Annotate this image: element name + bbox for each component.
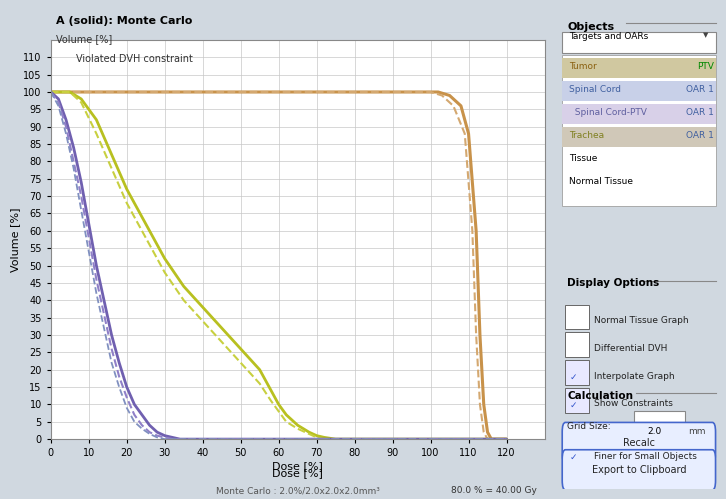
Text: Volume [%]: Volume [%] [56, 34, 112, 44]
FancyBboxPatch shape [562, 127, 716, 148]
Text: Recalc: Recalc [623, 438, 655, 448]
FancyBboxPatch shape [634, 411, 685, 439]
Text: Objects: Objects [567, 22, 614, 32]
Text: Violated DVH constraint: Violated DVH constraint [76, 54, 192, 64]
Text: Interpolate Graph: Interpolate Graph [594, 372, 674, 381]
Text: Spinal Cord: Spinal Cord [568, 85, 621, 94]
Y-axis label: Volume [%]: Volume [%] [10, 207, 20, 272]
FancyBboxPatch shape [562, 450, 716, 490]
Text: mm: mm [688, 427, 706, 436]
Text: Spinal Cord-PTV: Spinal Cord-PTV [568, 108, 646, 117]
Text: ✓: ✓ [569, 373, 577, 382]
Text: Export to Clipboard: Export to Clipboard [592, 465, 686, 475]
Text: ✓: ✓ [569, 453, 577, 462]
Text: A (solid): Monte Carlo: A (solid): Monte Carlo [56, 16, 192, 26]
FancyBboxPatch shape [566, 388, 590, 413]
Text: Monte Carlo : 2.0%/2.0x2.0x2.0mm³: Monte Carlo : 2.0%/2.0x2.0x2.0mm³ [216, 486, 380, 495]
FancyBboxPatch shape [566, 360, 590, 385]
Text: OAR 1: OAR 1 [686, 85, 714, 94]
Text: 2.0: 2.0 [647, 427, 661, 436]
Text: Differential DVH: Differential DVH [594, 344, 667, 353]
Text: Normal Tissue Graph: Normal Tissue Graph [594, 316, 689, 325]
Text: PTV: PTV [697, 62, 714, 71]
Text: Trachea: Trachea [568, 131, 604, 140]
FancyBboxPatch shape [562, 55, 716, 207]
Text: Dose [%]: Dose [%] [272, 469, 323, 479]
Text: Calculation: Calculation [567, 391, 633, 401]
FancyBboxPatch shape [562, 81, 716, 101]
Text: Display Options: Display Options [567, 278, 659, 288]
Text: OAR 1: OAR 1 [686, 131, 714, 140]
FancyBboxPatch shape [566, 304, 590, 329]
Text: Tumor: Tumor [568, 62, 596, 71]
Text: 80.0 % = 40.00 Gy: 80.0 % = 40.00 Gy [452, 486, 537, 495]
Text: Show Constraints: Show Constraints [594, 399, 673, 409]
Text: Tissue: Tissue [568, 154, 597, 163]
Text: ▼: ▼ [703, 32, 708, 38]
Text: OAR 1: OAR 1 [686, 108, 714, 117]
FancyBboxPatch shape [562, 58, 716, 78]
FancyBboxPatch shape [566, 440, 590, 465]
Text: Targets and OARs: Targets and OARs [568, 32, 648, 41]
Text: ✓: ✓ [569, 400, 577, 409]
FancyBboxPatch shape [562, 31, 716, 53]
Text: Grid Size:: Grid Size: [567, 422, 611, 431]
FancyBboxPatch shape [566, 332, 590, 357]
FancyBboxPatch shape [562, 104, 716, 124]
Text: Normal Tissue: Normal Tissue [568, 177, 632, 186]
X-axis label: Dose [%]: Dose [%] [272, 461, 323, 471]
Text: Finer for Small Objects: Finer for Small Objects [594, 452, 697, 461]
FancyBboxPatch shape [562, 423, 716, 463]
